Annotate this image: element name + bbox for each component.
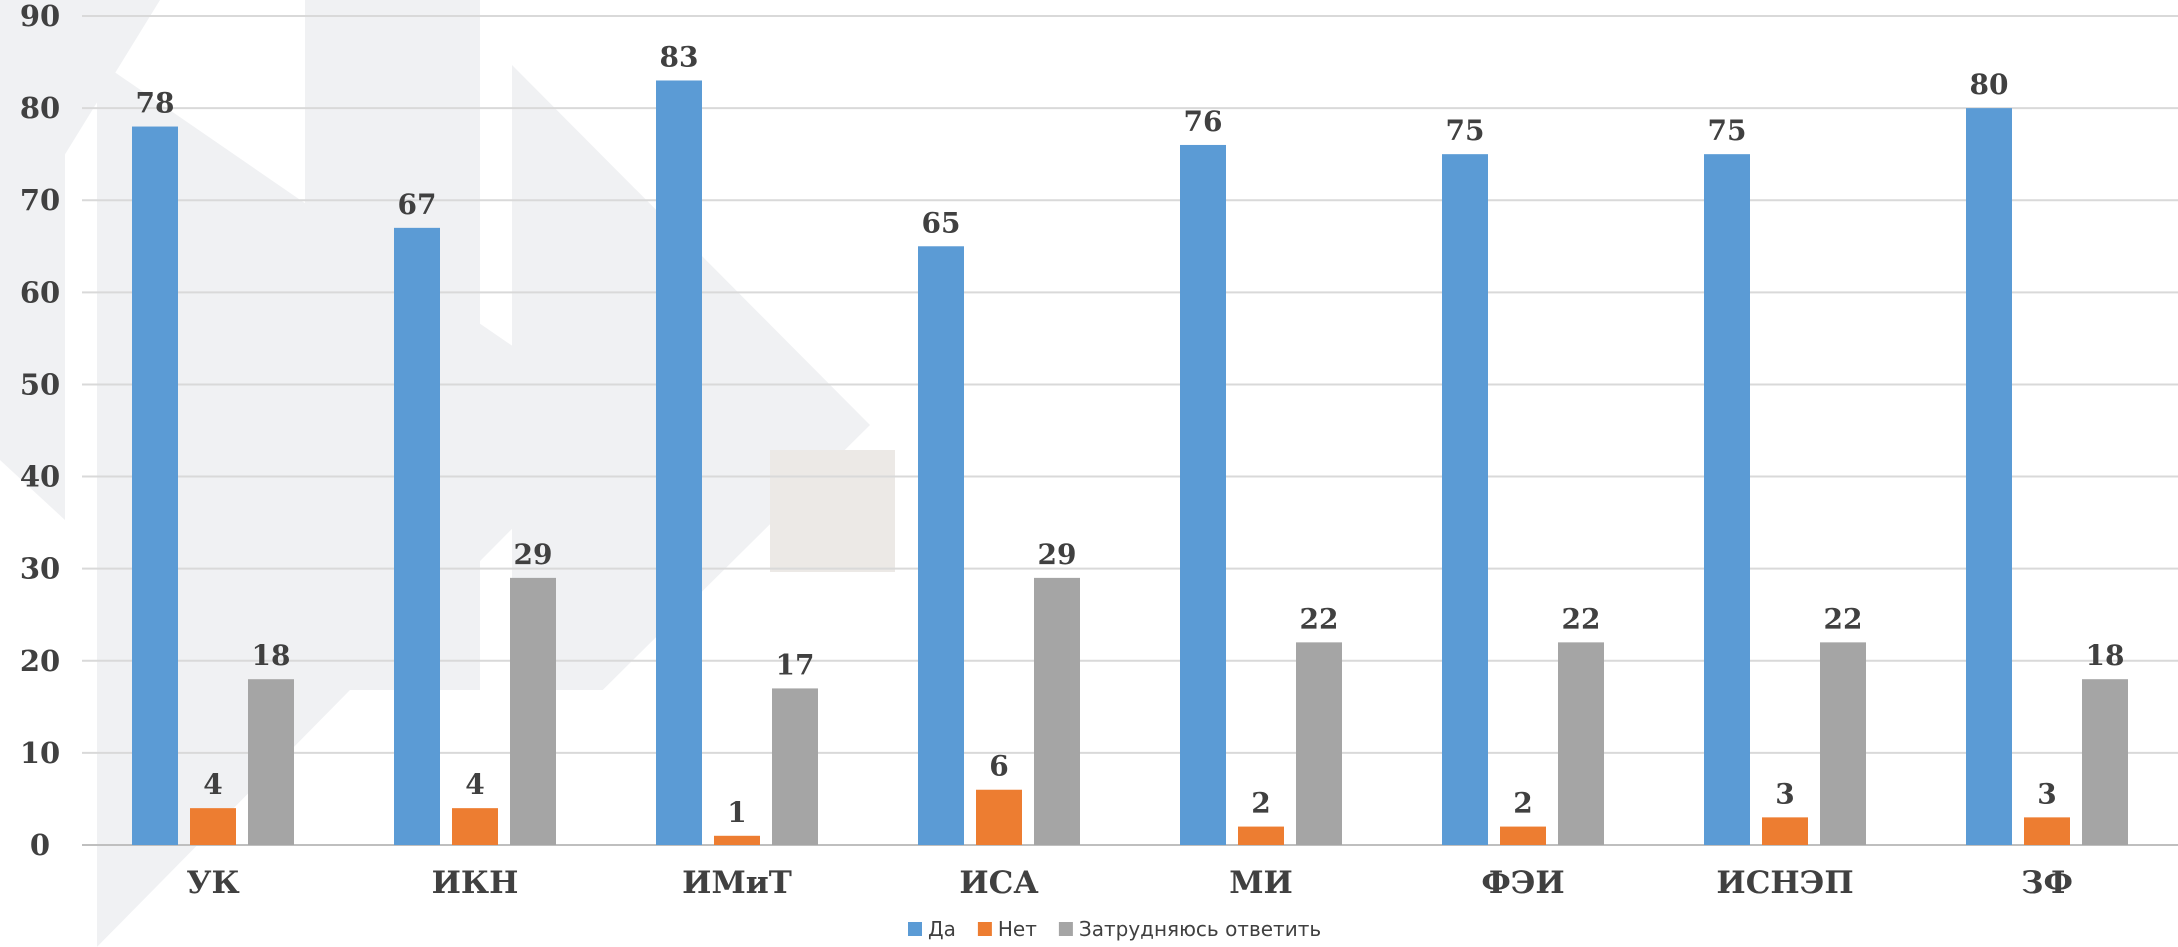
legend-label: Затрудняюсь ответить xyxy=(1079,917,1321,941)
bar-no xyxy=(1500,826,1546,845)
bar-yes xyxy=(1180,144,1226,845)
bars xyxy=(132,80,2128,846)
data-label: 75 xyxy=(1446,114,1485,147)
data-label: 17 xyxy=(776,648,815,681)
bar-yes xyxy=(656,80,702,845)
bar-undecided xyxy=(1820,642,1866,845)
data-label: 76 xyxy=(1184,105,1223,138)
y-tick-label: 0 xyxy=(30,828,50,862)
y-tick-label: 50 xyxy=(20,367,60,401)
legend-label: Да xyxy=(928,917,956,941)
data-label: 22 xyxy=(1824,602,1863,635)
background-watermark xyxy=(0,0,895,947)
y-tick-label: 90 xyxy=(20,0,60,33)
legend: Да Нет Затрудняюсь ответить xyxy=(908,917,1321,941)
bar-no xyxy=(714,835,760,845)
data-label: 18 xyxy=(252,639,291,672)
bar-no xyxy=(976,789,1022,845)
x-category-label: ИМиТ xyxy=(682,865,792,901)
legend-label: Нет xyxy=(998,917,1037,941)
x-category-label: МИ xyxy=(1229,865,1293,901)
bar-yes xyxy=(394,227,440,845)
data-label: 29 xyxy=(1038,538,1077,571)
data-label: 78 xyxy=(136,87,175,120)
x-category-label: ЗФ xyxy=(2021,865,2073,901)
bar-yes xyxy=(1966,108,2012,846)
data-label: 4 xyxy=(203,768,222,801)
bar-undecided xyxy=(1296,642,1342,845)
x-category-label: ИКН xyxy=(432,865,519,901)
y-axis-ticks: 0 10 20 30 40 50 60 70 80 90 xyxy=(20,0,60,862)
x-category-label: ИСА xyxy=(959,865,1038,901)
bar-yes xyxy=(132,126,178,846)
bar-no xyxy=(1238,826,1284,845)
data-label: 2 xyxy=(1251,787,1270,820)
bar-undecided xyxy=(1558,642,1604,845)
data-label: 22 xyxy=(1300,602,1339,635)
data-label: 75 xyxy=(1708,114,1747,147)
data-label: 22 xyxy=(1562,602,1601,635)
x-category-label: ИСНЭП xyxy=(1716,865,1853,901)
bar-no xyxy=(190,808,236,845)
data-label: 1 xyxy=(727,796,746,829)
data-label: 83 xyxy=(660,40,699,73)
bar-undecided xyxy=(510,577,556,845)
y-tick-label: 30 xyxy=(20,552,60,586)
legend-swatch xyxy=(977,922,992,936)
bar-undecided xyxy=(248,679,294,845)
data-label: 80 xyxy=(1970,68,2009,101)
bar-yes xyxy=(1442,154,1488,845)
data-label: 18 xyxy=(2086,639,2125,672)
data-label: 65 xyxy=(922,206,961,239)
x-category-label: ФЭИ xyxy=(1481,865,1564,901)
data-label: 6 xyxy=(989,750,1008,783)
x-axis-categories: УК ИКН ИМиТ ИСА МИ ФЭИ ИСНЭП ЗФ xyxy=(186,865,2073,901)
bar-yes xyxy=(918,246,964,845)
y-tick-label: 60 xyxy=(20,275,60,309)
data-label: 29 xyxy=(514,538,553,571)
bar-no xyxy=(452,808,498,845)
bar-undecided xyxy=(772,688,818,845)
bar-no xyxy=(2024,817,2070,845)
legend-swatch xyxy=(908,922,922,936)
y-tick-label: 70 xyxy=(20,183,60,217)
data-label: 3 xyxy=(1775,777,1794,810)
y-tick-label: 20 xyxy=(20,644,60,678)
bar-undecided xyxy=(1034,577,1080,845)
legend-swatch xyxy=(1058,922,1073,936)
y-tick-label: 80 xyxy=(20,91,60,125)
data-label: 3 xyxy=(2037,777,2056,810)
bar-yes xyxy=(1704,154,1750,845)
x-category-label: УК xyxy=(186,865,239,901)
data-label: 2 xyxy=(1513,787,1532,820)
y-tick-label: 40 xyxy=(20,460,60,494)
data-label: 67 xyxy=(398,188,437,221)
bar-undecided xyxy=(2082,679,2128,845)
data-label: 4 xyxy=(465,768,484,801)
bar-no xyxy=(1762,817,1808,845)
y-tick-label: 10 xyxy=(20,736,60,770)
